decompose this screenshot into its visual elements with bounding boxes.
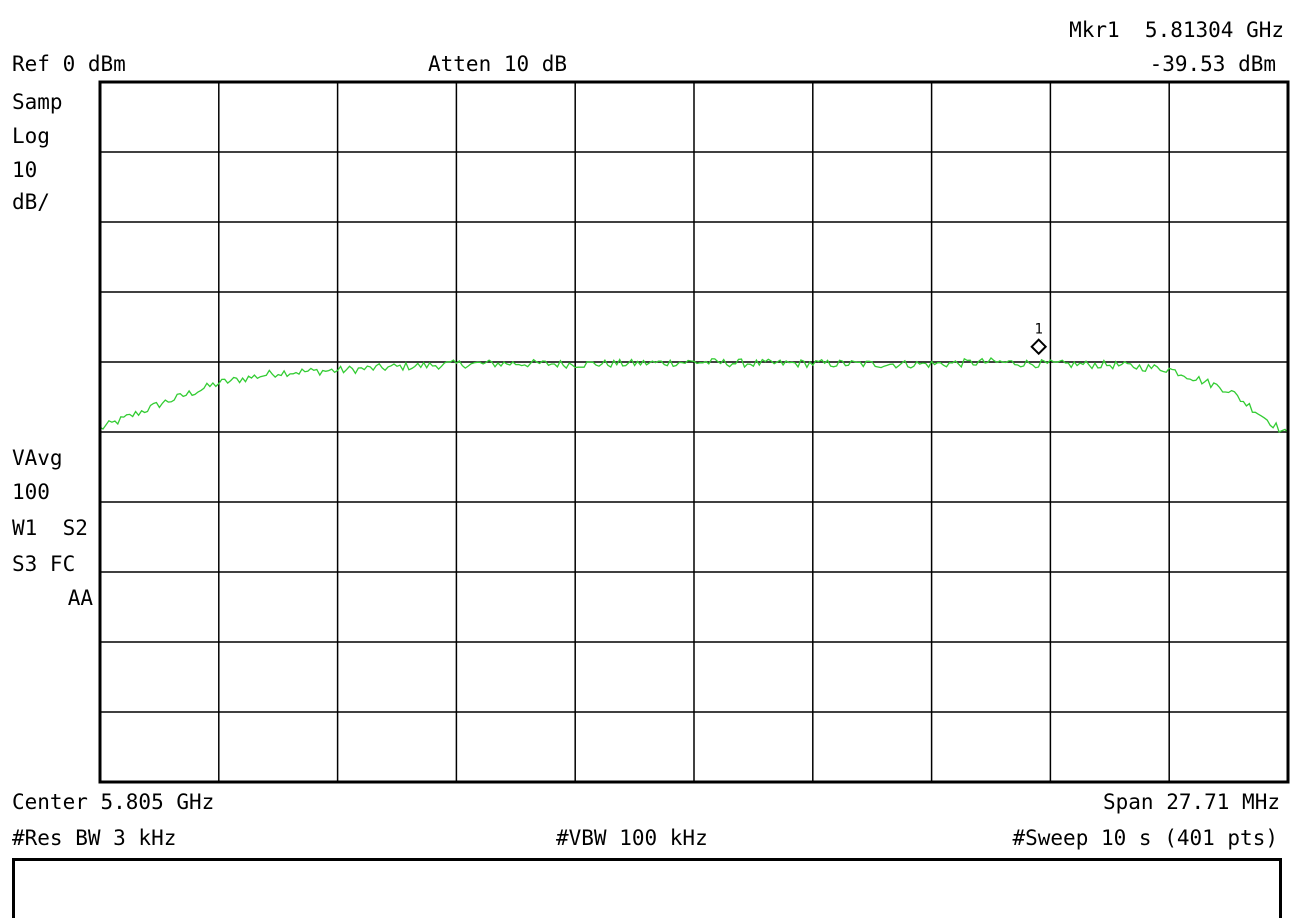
marker-layer: 1 <box>1030 322 1048 356</box>
trace-line <box>99 357 1289 434</box>
scale-unit-label: dB/ <box>12 190 50 214</box>
marker-frequency-readout: Mkr1 5.81304 GHz <box>1069 18 1284 42</box>
detector-label: Samp <box>12 90 63 114</box>
status-line-2: S3 FC <box>12 552 76 576</box>
status-line-1: W1 S2 <box>12 516 88 540</box>
graticule <box>100 82 1288 782</box>
ref-level-label: Ref 0 dBm <box>12 52 126 76</box>
scale-type-label: Log <box>12 124 50 148</box>
average-mode-label: VAvg <box>12 446 63 470</box>
center-frequency-label: Center 5.805 GHz <box>12 790 215 814</box>
marker-number-label: 1 <box>1034 322 1042 338</box>
spectrum-plot: 1 <box>98 80 1290 784</box>
average-count-label: 100 <box>12 480 50 504</box>
attenuation-label: Atten 10 dB <box>428 52 568 76</box>
message-box <box>12 858 1282 918</box>
scale-value-label: 10 <box>12 158 38 182</box>
sweep-label: #Sweep 10 s (401 pts) <box>1012 826 1278 850</box>
resolution-bandwidth-label: #Res BW 3 kHz <box>12 826 177 850</box>
marker-diamond-icon <box>1030 338 1048 356</box>
video-bandwidth-label: #VBW 100 kHz <box>556 826 708 850</box>
marker-level-readout: -39.53 dBm <box>1149 52 1276 76</box>
plot-frame <box>98 80 1290 784</box>
trace-layer <box>99 357 1289 434</box>
status-line-3: AA <box>67 586 93 610</box>
span-label: Span 27.71 MHz <box>1102 790 1280 814</box>
